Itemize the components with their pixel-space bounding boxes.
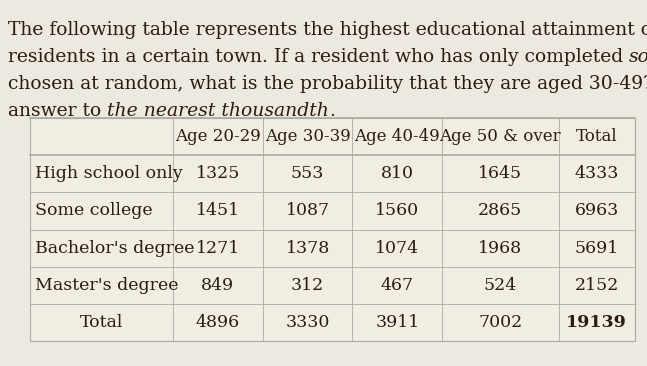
Text: 1074: 1074	[375, 240, 419, 257]
Text: answer to: answer to	[8, 102, 107, 120]
Text: 1451: 1451	[196, 202, 240, 219]
Text: Master's degree: Master's degree	[35, 277, 179, 294]
Text: 1087: 1087	[285, 202, 329, 219]
Text: the nearest thousandth: the nearest thousandth	[107, 102, 329, 120]
Text: 467: 467	[380, 277, 414, 294]
Text: Total: Total	[80, 314, 123, 331]
Text: Age 40-49: Age 40-49	[355, 128, 440, 145]
Text: The following table represents the highest educational attainment of all adult: The following table represents the highe…	[8, 21, 647, 39]
Text: Age 50 & over: Age 50 & over	[439, 128, 561, 145]
Text: High school only: High school only	[35, 165, 182, 182]
Text: 2152: 2152	[575, 277, 619, 294]
Text: chosen at random, what is the probability that they are aged 30-49? Round your: chosen at random, what is the probabilit…	[8, 75, 647, 93]
Text: 4333: 4333	[575, 165, 619, 182]
Text: 7002: 7002	[478, 314, 523, 331]
Text: 312: 312	[291, 277, 324, 294]
Text: 6963: 6963	[575, 202, 619, 219]
Text: 1645: 1645	[478, 165, 522, 182]
Text: 849: 849	[201, 277, 234, 294]
Text: 3911: 3911	[375, 314, 419, 331]
Text: 1378: 1378	[285, 240, 330, 257]
Text: Some college: Some college	[35, 202, 153, 219]
Text: some: some	[629, 48, 647, 66]
Text: Bachelor's degree: Bachelor's degree	[35, 240, 195, 257]
Text: 553: 553	[291, 165, 324, 182]
Text: residents in a certain town. If a resident who has only completed: residents in a certain town. If a reside…	[8, 48, 629, 66]
Text: 524: 524	[484, 277, 517, 294]
Text: 810: 810	[381, 165, 414, 182]
Text: 1560: 1560	[375, 202, 419, 219]
Bar	[30, 118, 635, 341]
Text: 5691: 5691	[575, 240, 619, 257]
Text: 19139: 19139	[566, 314, 627, 331]
Text: 4896: 4896	[196, 314, 240, 331]
Text: Age 30-39: Age 30-39	[265, 128, 351, 145]
Text: 2865: 2865	[478, 202, 523, 219]
Text: .: .	[329, 102, 335, 120]
Text: 1271: 1271	[195, 240, 240, 257]
Text: 1968: 1968	[478, 240, 522, 257]
Text: Age 20-29: Age 20-29	[175, 128, 261, 145]
Text: 1325: 1325	[195, 165, 240, 182]
Text: 3330: 3330	[285, 314, 330, 331]
Text: Total: Total	[576, 128, 618, 145]
